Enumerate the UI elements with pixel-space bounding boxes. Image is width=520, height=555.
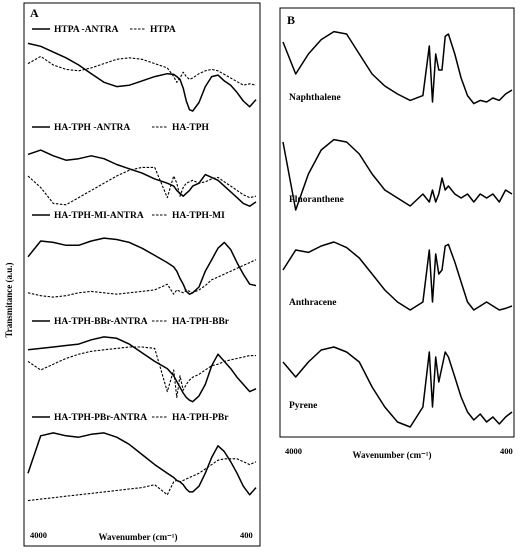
series-solid-line <box>27 336 257 403</box>
panel-b-spectrum-3: Anthracene <box>282 241 513 311</box>
spectrum-line <box>282 241 513 311</box>
panel-a-frame <box>23 2 261 547</box>
series-solid-line <box>27 149 257 207</box>
legend-dashed-label: HTPA <box>150 25 176 35</box>
panel-b-plot: Naphthalene Fluoranthene Anthracene Pyrene <box>282 30 513 428</box>
series-solid-line <box>27 432 257 496</box>
panel-b-spectrum-1: Naphthalene <box>282 30 513 105</box>
series-solid-line <box>27 237 257 295</box>
panel-a-group-4: HA-TPH-BBr-ANTRA HA-TPH-BBr <box>27 317 257 403</box>
spectrum-line <box>282 30 513 105</box>
legend-dashed-label: HA-TPH <box>172 123 210 133</box>
spectrum-label: Anthracene <box>289 298 337 308</box>
series-dashed-line <box>27 166 257 206</box>
panel-b-spectrum-2: Fluoranthene <box>282 138 513 211</box>
series-dashed-line <box>27 259 257 298</box>
panel-b-spectrum-4: Pyrene <box>282 346 513 428</box>
legend-solid-label: HA-TPH-PBr-ANTRA <box>54 413 147 423</box>
panel-a-letter: A <box>30 6 39 20</box>
panel-a-ylabel: Transmitance (a.u.) <box>4 262 14 337</box>
legend-solid-label: HA-TPH-BBr-ANTRA <box>54 317 148 327</box>
panel-a-group-1: HTPA -ANTRA HTPA <box>27 25 257 112</box>
panel-a-group-3: HA-TPH-MI-ANTRA HA-TPH-MI <box>27 211 257 298</box>
panel-a-xtick-right: 400 <box>240 530 253 540</box>
panel-b-xtick-left: 4000 <box>285 446 302 456</box>
legend-solid-label: HA-TPH -ANTRA <box>54 123 130 133</box>
legend-solid-label: HA-TPH-MI-ANTRA <box>54 211 144 221</box>
spectrum-label: Fluoranthene <box>289 195 344 205</box>
panel-b-letter: B <box>287 13 295 27</box>
legend-dashed-label: HA-TPH-MI <box>172 211 225 221</box>
spectrum-line <box>282 346 513 428</box>
panel-a-group-5: HA-TPH-PBr-ANTRA HA-TPH-PBr <box>27 413 257 502</box>
legend-solid-label: HTPA -ANTRA <box>54 25 119 35</box>
legend-dashed-label: HA-TPH-PBr <box>172 413 229 423</box>
legend-dashed-label: HA-TPH-BBr <box>172 317 230 327</box>
panel-a-group-2: HA-TPH -ANTRA HA-TPH <box>27 123 257 207</box>
series-dashed-line <box>27 346 256 398</box>
panel-a-xtick-left: 4000 <box>30 530 47 540</box>
spectrum-label: Pyrene <box>289 401 317 411</box>
panel-b-xlabel: Wavenumber (cm⁻¹) <box>352 450 431 460</box>
panel-b-frame <box>279 7 515 438</box>
spectrum-label: Naphthalene <box>289 93 341 103</box>
series-dashed-line <box>27 458 257 502</box>
panel-b-xtick-right: 400 <box>500 446 513 456</box>
series-dashed-line <box>27 55 257 86</box>
panel-a-xlabel: Wavenumber (cm⁻¹) <box>98 532 177 542</box>
series-solid-line <box>27 42 257 112</box>
spectrum-line <box>282 138 513 211</box>
